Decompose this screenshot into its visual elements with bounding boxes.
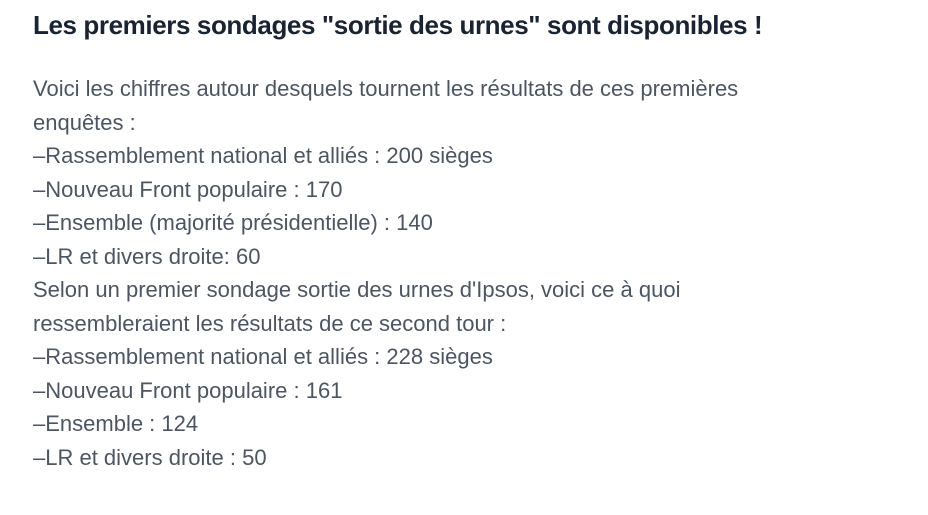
text-line: –Ensemble (majorité présidentielle) : 14… [33, 210, 433, 235]
post-title: Les premiers sondages "sortie des urnes"… [33, 10, 763, 40]
text-line: –Nouveau Front populaire : 170 [33, 176, 343, 202]
text-line: –Ensemble : 124 [33, 411, 199, 436]
text-line: –Rassemblement national et alliés : 200 … [33, 143, 493, 168]
post-content: Voici les chiffres autour desquels tourn… [33, 72, 888, 474]
paragraph-ipsos-poll: Selon un premier sondage sortie des urne… [33, 273, 888, 340]
text-line: Selon un premier sondage sortie des urne… [33, 277, 681, 302]
seat-list-first-poll: –Rassemblement national et alliés : 200 … [33, 139, 888, 273]
text-line: ressembleraient les résultats de ce seco… [33, 310, 507, 336]
text-line: –Rassemblement national et alliés : 228 … [33, 344, 493, 369]
text-line: –Nouveau Front populaire : 161 [33, 377, 343, 403]
text-line: –LR et divers droite: 60 [33, 243, 261, 269]
text-line: –LR et divers droite : 50 [33, 444, 267, 470]
seat-list-second-poll: –Rassemblement national et alliés : 228 … [33, 340, 888, 474]
text-line: Voici les chiffres autour desquels tourn… [33, 76, 739, 101]
text-line: enquêtes : [33, 109, 136, 135]
paragraph-intro: Voici les chiffres autour desquels tourn… [33, 72, 888, 139]
